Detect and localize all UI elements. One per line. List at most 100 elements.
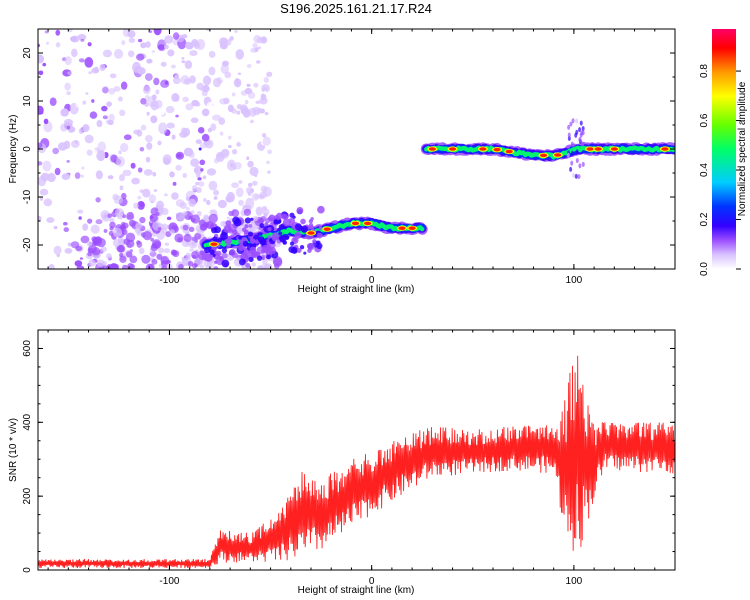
spectrogram-noise-blob — [157, 140, 162, 146]
spectrogram-noise-blob — [140, 42, 147, 49]
spectrogram-noise-blob — [108, 230, 114, 236]
spectrogram-noise-blob — [175, 151, 185, 160]
spectrogram-noise-blob — [267, 170, 271, 174]
spectrogram-noise-blob — [262, 208, 270, 216]
spectrogram-noise-blob — [67, 71, 72, 76]
spectrogram-noise-blob — [137, 167, 143, 173]
spectrogram-noise-blob — [235, 37, 244, 45]
spectrogram-noise-blob — [167, 263, 173, 269]
spectrogram-noise-blob — [87, 42, 92, 47]
spectrogram-noise-blob — [161, 207, 169, 216]
spectrogram-noise-blob — [265, 239, 270, 244]
spectrogram-noise-blob — [228, 239, 232, 243]
spectrogram-noise-blob — [263, 90, 268, 95]
spectrogram-noise-blob — [96, 150, 106, 161]
spectrogram-noise-blob — [125, 251, 133, 258]
spectrogram-noise-blob — [316, 232, 323, 239]
spectrogram-hotspot — [493, 147, 501, 152]
spectrogram-noise-blob — [272, 256, 283, 266]
spectrogram-noise-blob — [153, 77, 160, 86]
spectrogram-noise-blob — [71, 48, 78, 58]
spectrogram-noise-blob — [164, 242, 170, 246]
spectrogram-noise-blob — [208, 66, 216, 76]
spectrogram-noise-blob — [194, 232, 202, 240]
spectrogram-hotspot — [408, 226, 416, 230]
spectrogram-noise-blob — [567, 132, 571, 138]
spectrogram-noise-blob — [117, 244, 126, 253]
spectrogram-noise-blob — [144, 73, 153, 81]
spectrogram-noise-blob — [201, 133, 210, 142]
spectrogram-noise-blob — [204, 246, 211, 254]
spectrogram-noise-blob — [179, 35, 184, 39]
spectrogram-noise-blob — [109, 73, 117, 79]
spectrogram-noise-blob — [213, 77, 222, 88]
spectrogram-noise-blob — [236, 81, 240, 86]
spectrogram-noise-blob — [64, 82, 71, 91]
spectrogram-noise-blob — [171, 134, 176, 140]
spectrogram-noise-blob — [246, 156, 250, 161]
spectrogram-noise-blob — [182, 96, 189, 103]
spectrogram-hotspot — [661, 147, 669, 151]
spectrogram-noise-blob — [190, 214, 201, 224]
colorbar-tick-label: 0.2 — [699, 212, 710, 226]
spectrogram-noise-blob — [221, 252, 228, 259]
spectrogram-noise-blob — [279, 236, 285, 242]
spectrogram-noise-blob — [133, 129, 141, 135]
spectrogram-noise-blob — [574, 173, 578, 179]
spectrogram-noise-blob — [119, 255, 127, 263]
spectrogram-hotspot — [610, 147, 618, 151]
spectrogram-noise-blob — [264, 222, 269, 227]
spectrogram-noise-blob — [123, 134, 132, 141]
spectrogram-noise-blob — [79, 257, 84, 260]
spectrogram-noise-blob — [249, 124, 257, 132]
spectrogram-noise-blob — [231, 209, 240, 218]
spectrogram-noise-blob — [122, 222, 129, 229]
spectrogram-noise-blob — [262, 186, 272, 197]
snr-y-tick-label: 0 — [22, 567, 33, 573]
spectrogram-noise-blob — [150, 243, 158, 252]
spectrogram-noise-blob — [38, 70, 44, 76]
spectrogram-noise-blob — [84, 134, 94, 144]
spectrogram-noise-blob — [267, 235, 272, 239]
spectrogram-noise-blob — [106, 253, 112, 260]
spectrogram-noise-blob — [63, 227, 70, 233]
spectrogram-noise-blob — [60, 108, 69, 117]
spectrogram-noise-blob — [199, 142, 207, 149]
spectrogram-noise-blob — [145, 134, 153, 143]
spectrogram-noise-blob — [581, 141, 585, 147]
colorbar: 0.0 0.2 0.4 0.6 0.8 Normalized spectral ampl… — [699, 29, 748, 276]
spectrogram-noise-blob — [282, 218, 291, 227]
spectrogram-noise-blob — [84, 57, 94, 68]
spectrogram-noise-blob — [115, 156, 125, 167]
spectrogram-noise-blob — [257, 46, 262, 50]
spectrogram-noise-blob — [252, 145, 257, 150]
snr-y-axis-label: SNR (10 * v/v) — [8, 418, 19, 482]
spectrogram-noise-blob — [153, 29, 162, 36]
spectrogram-noise-blob — [126, 239, 135, 248]
spectrogram-hotspot — [428, 147, 436, 151]
spectrogram-noise-blob — [578, 163, 582, 169]
spectrogram-noise-blob — [95, 236, 102, 244]
snr-series-line — [38, 355, 675, 569]
spectrogram-noise-blob — [106, 101, 112, 107]
spectrogram-noise-blob — [191, 99, 199, 107]
spectrogram-noise-blob — [142, 188, 151, 198]
spectrogram-noise-blob — [151, 258, 158, 265]
snr-y-tick-label: 600 — [22, 340, 33, 357]
spectrogram-noise-blob — [185, 196, 191, 202]
spectrogram-noise-blob — [175, 164, 182, 171]
spectrogram-noise-blob — [261, 83, 270, 93]
spectrogram-noise-blob — [267, 227, 272, 232]
spectrogram-noise-blob — [268, 214, 276, 222]
spectrogram-noise-blob — [219, 98, 229, 105]
spectrogram-noise-blob — [192, 263, 198, 269]
spectrogram-noise-blob — [252, 215, 259, 222]
spectrogram-noise-blob — [136, 53, 145, 61]
spectrogram-heatmap — [38, 29, 675, 269]
spectrogram-noise-blob — [212, 236, 218, 242]
spectrogram-noise-blob — [142, 230, 152, 241]
spectrogram-noise-blob — [257, 218, 264, 224]
spectrogram-hotspot — [364, 221, 372, 226]
spectrogram-noise-blob — [74, 260, 83, 267]
